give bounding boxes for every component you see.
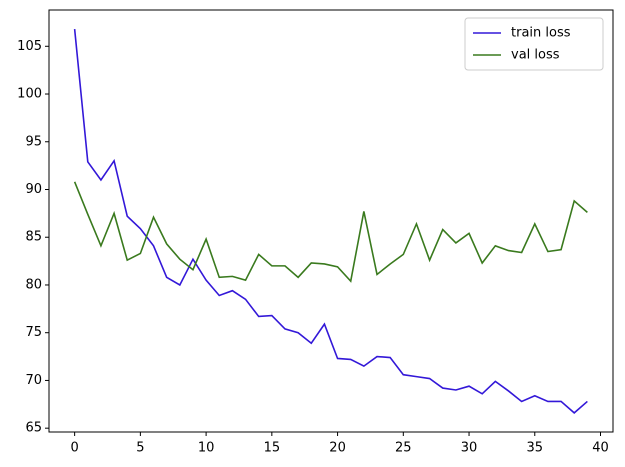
y-tick-label: 100 <box>17 87 42 102</box>
x-tick-label: 40 <box>592 441 609 456</box>
y-tick-label: 105 <box>17 39 42 54</box>
x-tick-label: 15 <box>264 441 281 456</box>
x-tick-label: 5 <box>136 441 144 456</box>
x-tick-label: 10 <box>198 441 215 456</box>
x-tick-label: 35 <box>527 441 544 456</box>
x-tick-label: 30 <box>461 441 478 456</box>
legend-label: train loss <box>511 26 571 41</box>
y-tick-label: 80 <box>25 277 42 292</box>
legend-label: val loss <box>511 48 560 63</box>
line-series <box>73 181 588 283</box>
y-tick-label: 90 <box>25 182 42 197</box>
y-tick-label: 70 <box>25 373 42 388</box>
line-series <box>73 29 588 414</box>
legend-box <box>464 17 604 71</box>
y-tick-label: 85 <box>25 230 42 245</box>
y-tick-label: 95 <box>25 134 42 149</box>
x-tick-label: 20 <box>329 441 346 456</box>
x-tick-label: 25 <box>395 441 412 456</box>
y-tick-label: 65 <box>25 421 42 436</box>
y-tick-label: 75 <box>25 325 42 340</box>
plot-frame <box>48 9 614 433</box>
x-tick-label: 0 <box>70 441 78 456</box>
